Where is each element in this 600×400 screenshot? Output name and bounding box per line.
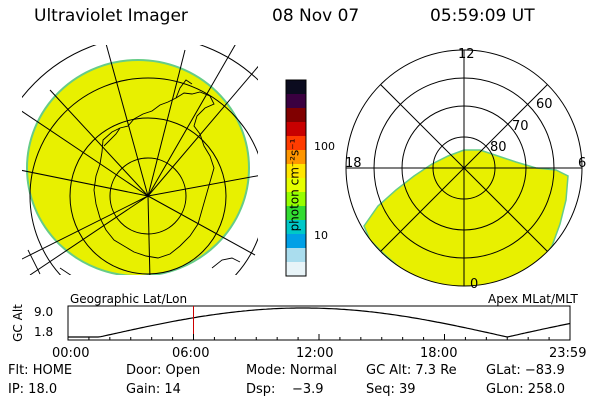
- mlt-label-right: 6: [578, 156, 587, 171]
- colorbar-segment: [286, 178, 306, 193]
- emission-region: [26, 59, 250, 275]
- colorbar-segment: [286, 234, 306, 249]
- status-mode: Mode: Normal: [246, 363, 337, 378]
- geographic-panel: [22, 45, 258, 275]
- mlt-label-bottom: 0: [470, 277, 479, 292]
- colorbar-segment: [286, 248, 306, 263]
- mlat-label-80: 80: [490, 140, 507, 155]
- mlt-label-top: 12: [458, 47, 475, 62]
- time-tick-1: 06:00: [172, 346, 210, 361]
- status-glat: GLat: −83.9: [486, 363, 565, 378]
- time-tick-2: 12:00: [296, 346, 334, 361]
- status-door: Door: Open: [126, 363, 201, 378]
- status-glon: GLon: 258.0: [486, 382, 566, 397]
- longitude-grid: [22, 45, 258, 275]
- magnetic-caption: Apex MLat/MLT: [488, 292, 578, 306]
- colorbar-segment: [286, 164, 306, 179]
- colorbar: [285, 79, 307, 277]
- altitude-tick-low: 1.8: [34, 325, 54, 339]
- time-tick-3: 18:00: [420, 346, 458, 361]
- status-gain: Gain: 14: [126, 382, 181, 397]
- geographic-caption: Geographic Lat/Lon: [70, 292, 188, 306]
- colorbar-segment: [286, 220, 306, 235]
- mlt-grid: [346, 50, 582, 286]
- status-flight: Flt: HOME: [8, 363, 73, 378]
- latitude-grid: [22, 45, 258, 275]
- colorbar-segment: [286, 206, 306, 221]
- mlt-label-left: 18: [345, 156, 362, 171]
- colorbar-unit: photon cm⁻²s⁻¹: [287, 138, 302, 232]
- observation-date: 08 Nov 07: [272, 6, 360, 26]
- mlat-label-60: 60: [536, 97, 553, 112]
- instrument-title: Ultraviolet Imager: [34, 6, 188, 26]
- colorbar-segment: [286, 108, 306, 123]
- altitude-tick-high: 9.0: [34, 305, 54, 319]
- colorbar-tick-10: 10: [314, 229, 328, 242]
- colorbar-tick-100: 100: [314, 140, 335, 153]
- mlat-label-70: 70: [512, 119, 529, 134]
- status-dsp: Dsp: −3.9: [246, 382, 324, 397]
- colorbar-segment: [286, 122, 306, 137]
- observation-time: 05:59:09 UT: [430, 6, 535, 26]
- coastlines: [27, 79, 241, 275]
- status-seq: Seq: 39: [366, 382, 416, 397]
- time-tick-4: 23:59: [549, 346, 587, 361]
- colorbar-segment: [286, 80, 306, 95]
- magnetic-panel: [345, 49, 583, 287]
- altitude-curve: [68, 307, 571, 338]
- colorbar-segment: [286, 94, 306, 109]
- status-ip: IP: 18.0: [8, 382, 58, 397]
- colorbar-segment: [286, 150, 306, 165]
- altitude-strip: [67, 305, 571, 341]
- status-gc-alt: GC Alt: 7.3 Re: [366, 363, 457, 378]
- altitude-axis-label: GC Alt: [10, 304, 25, 342]
- colorbar-segment: [286, 136, 306, 151]
- colorbar-segment: [286, 262, 306, 277]
- colorbar-segment: [286, 192, 306, 207]
- time-tick-0: 00:00: [52, 346, 90, 361]
